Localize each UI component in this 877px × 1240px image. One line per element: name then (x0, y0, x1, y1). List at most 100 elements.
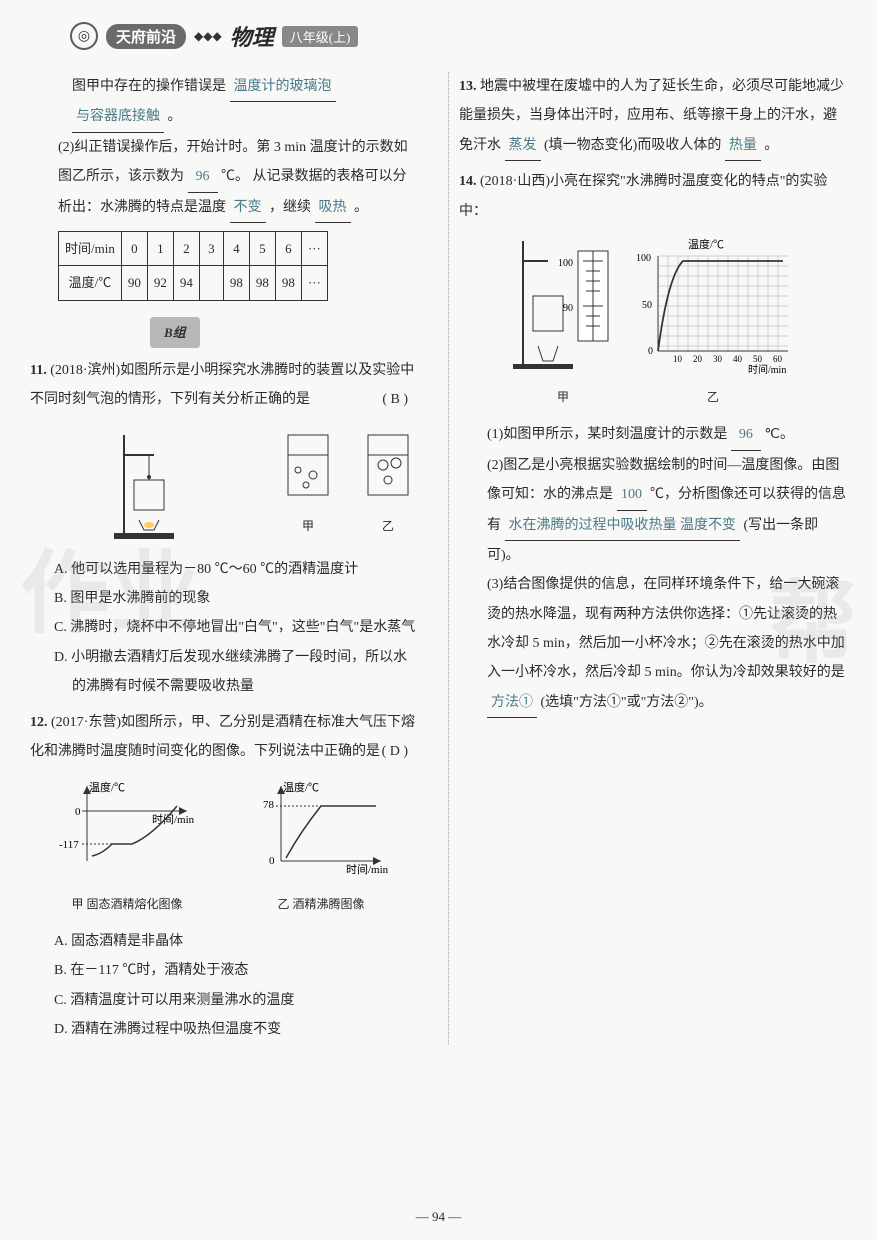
cell: 0 (121, 231, 147, 265)
q14-figure: 100 90 甲 温度/℃ (459, 236, 847, 410)
question-number: 13. (459, 79, 477, 94)
svg-text:0: 0 (75, 806, 81, 818)
apparatus-figure: 100 90 甲 (508, 236, 618, 410)
chart-left: 温度/℃ 时间/min 0 -117 甲 固态酒精熔化图像 (57, 776, 197, 917)
question-number: 11. (30, 363, 47, 378)
logo-icon: ◎ (70, 22, 98, 50)
cell: 3 (199, 231, 223, 265)
svg-text:-117: -117 (59, 839, 79, 851)
cell: ··· (301, 231, 327, 265)
question-14: 14. (2018·山西)小亮在探究"水沸腾时温度变化的特点"的实验中： (459, 167, 847, 226)
cell: 时间/min (59, 231, 122, 265)
cell: 90 (121, 266, 147, 300)
cell: ··· (301, 266, 327, 300)
chart-right: 温度/℃ 时间/min 0 78 乙 酒精沸腾图像 (251, 776, 391, 917)
answer-blank: 不变 (230, 193, 266, 223)
temp-time-chart-icon: 温度/℃ (628, 236, 798, 376)
svg-text:0: 0 (648, 346, 653, 357)
option-a: A. 固态酒精是非晶体 (30, 927, 418, 956)
svg-text:100: 100 (558, 258, 573, 269)
question-text: (2017·东营)如图所示，甲、乙分别是酒精在标准大气压下熔化和沸腾时温度随时间… (30, 715, 415, 759)
question-12: 12. (2017·东营)如图所示，甲、乙分别是酒精在标准大气压下熔化和沸腾时温… (30, 708, 418, 767)
question-number: 14. (459, 174, 477, 189)
svg-text:78: 78 (263, 799, 275, 811)
answer-blank: 方法① (487, 688, 537, 718)
prev-question-text: 图甲中存在的操作错误是 温度计的玻璃泡 (30, 72, 418, 102)
text: ，继续 (269, 200, 311, 215)
beaker-a-icon (278, 425, 338, 505)
brand-title: 天府前沿 (106, 24, 186, 49)
text: (3)结合图像提供的信息，在同样环境条件下，给一大碗滚烫的热水降温，现有两种方法… (487, 577, 845, 680)
answer-blank: 100 (617, 480, 647, 510)
text: (填一物态变化)而吸收人体的 (544, 138, 721, 153)
beaker-figure: 乙 (358, 425, 418, 545)
option-d: D. 小明撤去酒精灯后发现水继续沸腾了一段时间，所以水的沸腾有时候不需要吸收热量 (30, 643, 418, 702)
beaker-b-icon (358, 425, 418, 505)
sub-question-2: (2)纠正错误操作后，开始计时。第 3 min 温度计的示数如图乙所示，该示数为… (30, 133, 418, 223)
svg-text:时间/min: 时间/min (346, 863, 389, 876)
question-text: (2018·山西)小亮在探究"水沸腾时温度变化的特点"的实验中： (459, 174, 827, 218)
page-number: — 94 — (416, 1209, 462, 1225)
answer-blank: 蒸发 (505, 131, 541, 161)
answer-blank: 96 (188, 162, 218, 192)
table-row: 温度/℃ 90 92 94 98 98 98 ··· (59, 266, 328, 300)
cell: 98 (223, 266, 249, 300)
svg-text:60: 60 (773, 354, 783, 364)
svg-text:温度/℃: 温度/℃ (283, 780, 319, 794)
question-text: (2018·滨州)如图所示是小明探究水沸腾时的装置以及实验中不同时刻气泡的情形，… (30, 363, 414, 407)
answer-blank: 水在沸腾的过程中吸收热量 温度不变 (505, 511, 741, 541)
group-b-badge: B组 (150, 317, 200, 348)
text: (选填"方法①"或"方法②")。 (541, 695, 713, 710)
cell: 温度/℃ (59, 266, 122, 300)
table-row: 时间/min 0 1 2 3 4 5 6 ··· (59, 231, 328, 265)
svg-text:时间/min: 时间/min (152, 813, 195, 826)
cell: 92 (147, 266, 173, 300)
option-b: B. 图甲是水沸腾前的现象 (30, 584, 418, 613)
apparatus-diagram (104, 425, 184, 545)
right-column: 13. 地震中被埋在废墟中的人为了延长生命，必须尽可能地减少能量损失，当身体出汗… (448, 72, 847, 1045)
beaker-figure: 甲 (278, 425, 338, 545)
option-c: C. 沸腾时，烧杯中不停地冒出"白气"，这些"白气"是水蒸气 (30, 613, 418, 642)
figure-label: 乙 (358, 514, 418, 539)
q12-charts: 温度/℃ 时间/min 0 -117 甲 固态酒精熔化图像 温度/℃ 时间/mi… (30, 776, 418, 917)
cell: 2 (173, 231, 199, 265)
svg-text:20: 20 (693, 354, 703, 364)
decor-diamonds: ◆◆◆ (194, 29, 222, 44)
text: 。 (168, 109, 182, 124)
option-a: A. 他可以选用量程为－80 ℃～60 ℃的酒精温度计 (30, 555, 418, 584)
q14-sub1: (1)如图甲所示，某时刻温度计的示数是 96 ℃。 (459, 420, 847, 450)
subject-label: 物理 (230, 20, 274, 52)
melting-chart-icon: 温度/℃ 时间/min 0 -117 (57, 776, 197, 876)
text: 。 (354, 200, 368, 215)
cell: 6 (275, 231, 301, 265)
option-b: B. 在－117 ℃时，酒精处于液态 (30, 956, 418, 985)
text: ℃。 (764, 427, 794, 442)
answer-blank: 温度计的玻璃泡 (230, 72, 336, 102)
svg-text:50: 50 (753, 354, 763, 364)
answer-blank: 热量 (725, 131, 761, 161)
svg-text:40: 40 (733, 354, 743, 364)
question-number: 12. (30, 715, 48, 730)
two-column-content: 图甲中存在的操作错误是 温度计的玻璃泡 与容器底接触 。 (2)纠正错误操作后，… (30, 72, 847, 1045)
q14-sub2: (2)图乙是小亮根据实验数据绘制的时间—温度图像。由图像可知：水的沸点是 100… (459, 451, 847, 571)
svg-text:时间/min: 时间/min (748, 363, 786, 376)
cell: 98 (275, 266, 301, 300)
question-11: 11. (2018·滨州)如图所示是小明探究水沸腾时的装置以及实验中不同时刻气泡… (30, 356, 418, 415)
boiling-chart-icon: 温度/℃ 时间/min 0 78 (251, 776, 391, 876)
graph-figure: 温度/℃ (628, 236, 798, 410)
prev-question-text: 与容器底接触 。 (30, 102, 418, 132)
q11-figure: 甲 乙 (30, 425, 418, 545)
cell (199, 266, 223, 300)
svg-text:100: 100 (636, 253, 651, 264)
left-column: 图甲中存在的操作错误是 温度计的玻璃泡 与容器底接触 。 (2)纠正错误操作后，… (30, 72, 428, 1045)
cell: 94 (173, 266, 199, 300)
svg-text:温度/℃: 温度/℃ (89, 780, 125, 794)
svg-text:温度/℃: 温度/℃ (688, 237, 724, 251)
chart-caption: 乙 酒精沸腾图像 (251, 892, 391, 917)
figure-label: 甲 (508, 385, 618, 410)
svg-text:0: 0 (269, 855, 275, 867)
apparatus-thermometer-icon: 100 90 (508, 236, 618, 376)
svg-text:10: 10 (673, 354, 683, 364)
option-c: C. 酒精温度计可以用来测量沸水的温度 (30, 986, 418, 1015)
text: (1)如图甲所示，某时刻温度计的示数是 (487, 427, 727, 442)
